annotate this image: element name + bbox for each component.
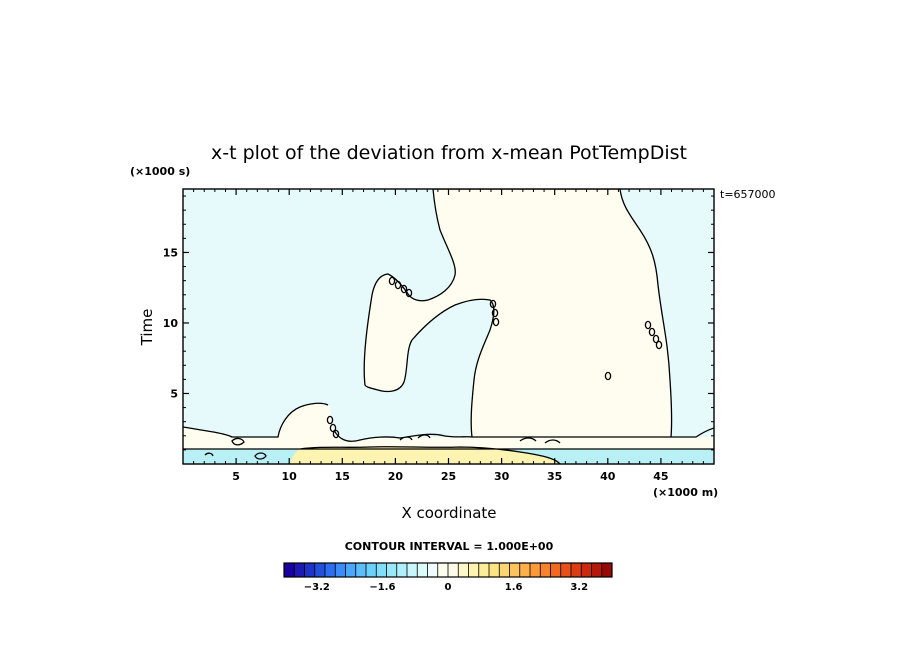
colorbar-swatch	[468, 563, 480, 577]
contour-loop	[648, 327, 656, 337]
y-axis: 5 10 15	[163, 195, 714, 451]
colorbar: −3.2 −1.6 0 1.6 3.2	[283, 562, 613, 593]
contour-loop	[400, 284, 408, 294]
x-tick-label: 5	[232, 470, 240, 483]
colorbar-tick-label: 1.6	[505, 582, 523, 593]
contour-loop	[655, 340, 663, 350]
x-axis-title: X coordinate	[401, 504, 496, 522]
contour-circles	[326, 276, 663, 439]
x-tick-label: 40	[600, 470, 616, 483]
y-axis-unit: (×1000 s)	[130, 165, 190, 178]
colorbar-swatch	[530, 563, 541, 577]
y-tick-label: 5	[170, 387, 178, 400]
y-tick-label: 15	[163, 246, 178, 259]
colorbar-swatch	[540, 563, 551, 577]
contour-interval-label: CONTOUR INTERVAL = 1.000E+00	[345, 540, 554, 553]
colorbar-swatch	[407, 563, 418, 577]
plot-area	[183, 189, 714, 464]
x-tick-label: 45	[653, 470, 668, 483]
x-tick-label: 10	[282, 470, 298, 483]
colorbar-swatch	[560, 563, 572, 577]
contour-lines	[183, 189, 714, 464]
strong-positive-band	[290, 446, 560, 464]
contour-loop	[329, 423, 337, 433]
colorbar-swatch	[581, 563, 592, 577]
colorbar-swatch	[478, 563, 490, 577]
colorbar-swatch	[550, 563, 562, 577]
colorbar-swatch	[458, 563, 469, 577]
contour-loop	[394, 280, 402, 290]
y-tick-label: 10	[163, 317, 179, 330]
colorbar-swatch	[314, 563, 326, 577]
colorbar-swatch	[284, 563, 295, 577]
colorbar-swatch	[325, 563, 336, 577]
contour-loop	[604, 371, 612, 381]
colorbar-swatch	[427, 563, 439, 577]
colorbar-swatch	[591, 563, 603, 577]
contour-loop	[388, 276, 396, 286]
colorbar-swatch	[519, 563, 531, 577]
colorbar-swatch	[601, 563, 613, 577]
colorbar-swatch	[509, 563, 521, 577]
colorbar-swatch	[376, 563, 387, 577]
contour-loop	[405, 288, 413, 298]
colorbar-swatch	[294, 563, 305, 577]
x-tick-label: 35	[547, 470, 562, 483]
colorbar-swatch	[345, 563, 357, 577]
colorbar-swatch	[448, 563, 459, 577]
chart-title: x-t plot of the deviation from x-mean Po…	[211, 142, 687, 164]
colorbar-swatch	[386, 563, 398, 577]
colorbar-swatch	[335, 563, 346, 577]
colorbar-tick-label: −3.2	[304, 582, 330, 593]
contour-loop	[326, 415, 334, 425]
y-axis-title: Time	[138, 309, 156, 347]
x-tick-label: 30	[494, 470, 510, 483]
colorbar-swatch	[499, 563, 510, 577]
colorbar-swatch	[396, 563, 408, 577]
colorbar-tick-label: 0	[445, 582, 452, 593]
x-tick-label: 15	[335, 470, 350, 483]
colorbar-swatch	[417, 563, 428, 577]
positive-region-middle	[364, 189, 672, 437]
colorbar-swatch	[366, 563, 377, 577]
contour-loop	[644, 320, 652, 330]
colorbar-swatch	[437, 563, 449, 577]
x-tick-label: 20	[388, 470, 404, 483]
contour-loop	[652, 334, 660, 344]
colorbar-swatch	[304, 563, 316, 577]
colorbar-swatch	[355, 563, 367, 577]
colorbar-frame	[283, 562, 613, 578]
colorbar-tick-label: 3.2	[570, 582, 588, 593]
contour-loop	[489, 299, 497, 309]
colorbar-swatch	[571, 563, 582, 577]
x-axis-unit: (×1000 m)	[653, 486, 718, 499]
contour-loop	[492, 317, 500, 327]
colorbar-tick-label: −1.6	[369, 582, 395, 593]
colorbar-swatch	[489, 563, 500, 577]
x-axis: 5 10 15 20 25 30 35 40 45	[193, 189, 704, 483]
time-stamp: t=657000	[720, 188, 776, 201]
contour-loop	[491, 308, 499, 318]
x-tick-label: 25	[441, 470, 456, 483]
contour-loop	[332, 429, 340, 439]
